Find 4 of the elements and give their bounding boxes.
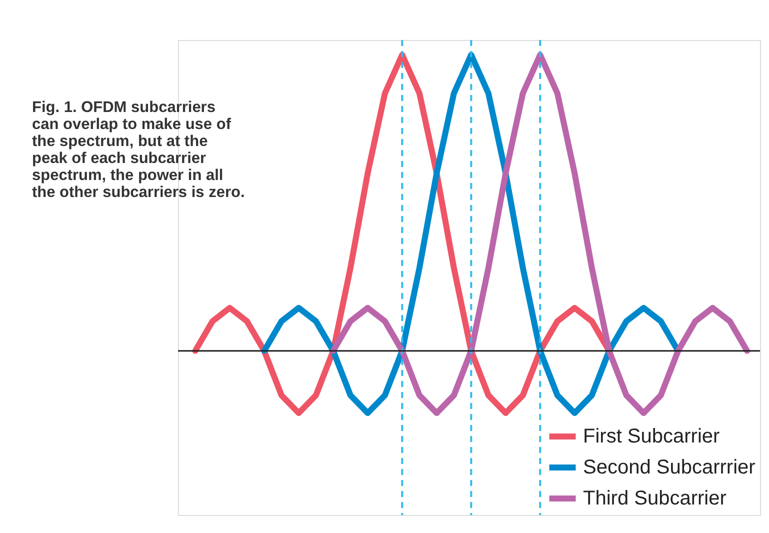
legend-label: Third Subcarrier [583,488,727,510]
legend-label: First Subcarrier [583,426,720,448]
annotation: Fig. 1. OFDM subcarriers can overlap to make use of the spectrum, but at the peak of each subcarrier spectrum, the power in all the other subcarriers is zero. [32,99,245,201]
legend-label: Second Subcarrrier [583,456,756,478]
